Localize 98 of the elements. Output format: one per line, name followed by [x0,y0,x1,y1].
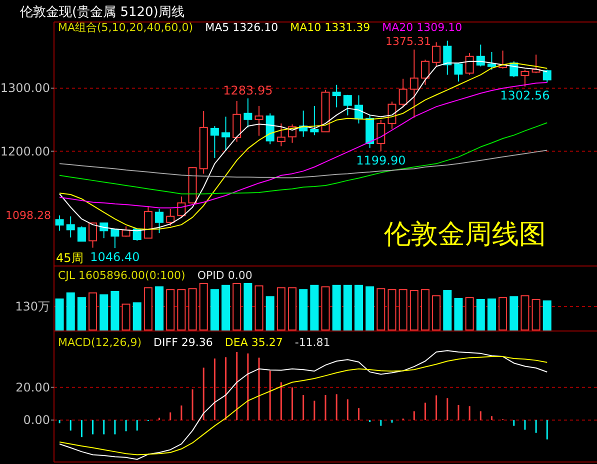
annotation: 1375.31 [386,35,431,48]
bar [532,298,540,330]
annotation: 伦敦金周线图 [384,219,546,250]
bar [66,292,75,330]
bar [398,289,408,330]
bar [487,298,496,330]
chart-title: 伦敦金现(贵金属 5120)周线 [20,5,184,20]
candlestick [276,122,286,147]
bar [210,289,219,330]
candlestick [55,214,64,232]
bar [266,296,274,330]
candlestick [210,126,219,158]
candlestick [110,228,120,249]
candlestick [222,116,230,152]
candlestick [88,222,98,248]
annotation: 1283.95 [223,83,273,98]
candlestick [443,40,452,76]
candlestick [432,42,441,67]
bar [100,294,108,330]
bar [122,304,130,330]
text: DEA 35.27 [224,336,283,349]
bar [454,298,463,330]
bar [222,284,230,330]
bar [77,297,86,330]
bar [476,298,485,330]
candlestick [310,105,319,136]
bar [498,297,508,330]
candlestick [520,69,530,88]
candlestick [244,98,252,128]
bar [520,295,530,330]
candlestick [66,216,75,238]
bar [177,289,186,330]
bar [199,283,208,330]
legend-title: MA组合(5,10,20,40,60,0) [58,21,194,34]
bar [542,300,552,330]
annotation: 1302.56 [500,88,550,103]
annotation: 1046.40 [90,250,140,264]
bar [155,286,164,330]
candlestick [232,100,242,142]
candlestick [155,208,164,234]
bar [343,284,352,330]
candlestick [410,49,418,118]
y-tick-label: 0.00 [23,413,50,428]
text: MA10 1331.39 [290,21,370,34]
bar [110,290,120,330]
bar [465,297,474,330]
bar [366,286,374,330]
candlestick [77,226,86,242]
annotation: 1199.90 [356,153,406,168]
text: DIFF 29.36 [154,336,213,349]
line-series [59,122,548,194]
text: MACD(12,26,9) [58,336,142,349]
text: 1098.28 [6,209,51,222]
bar [55,298,64,330]
bar [276,287,286,330]
candlestick [166,208,175,226]
bar [354,284,363,330]
bar [88,292,98,330]
bar [432,295,441,330]
candlestick [454,62,463,82]
annotation: -11.81 [294,336,330,349]
ref-line-label: 130万 [15,300,50,314]
bar [166,289,175,330]
bar [310,284,319,330]
bar [232,283,242,330]
candlestick [542,69,552,84]
bar [288,287,297,330]
candlestick [398,78,408,108]
candlestick [487,52,496,70]
annotation: 45周 [56,251,84,265]
bar [132,302,142,330]
bar [144,287,152,330]
bar [299,289,308,330]
y-tick-label: 1300.00 [0,81,50,96]
bar [376,288,386,330]
candlestick [376,120,386,152]
y-tick-label: 1200.00 [0,144,50,158]
candlestick [254,105,264,136]
bar [410,290,418,330]
candlestick [332,84,341,108]
candlestick [343,94,352,116]
bar [244,283,252,330]
y-tick-label: 20.00 [16,380,50,394]
bar [388,289,396,330]
bar [510,296,518,330]
bar [321,286,330,330]
line-series [59,150,548,178]
bar [254,285,264,330]
candlestick [420,59,430,86]
bar [188,288,197,330]
text: OPID 0.00 [197,269,252,282]
bar [420,289,430,330]
text: MA20 1309.10 [382,21,462,34]
bar [332,284,341,330]
text: MA5 1326.10 [205,21,278,34]
bar [443,290,452,330]
candlestick [465,52,474,76]
chart-title: CJL 1605896.00(0:100) [58,269,186,282]
